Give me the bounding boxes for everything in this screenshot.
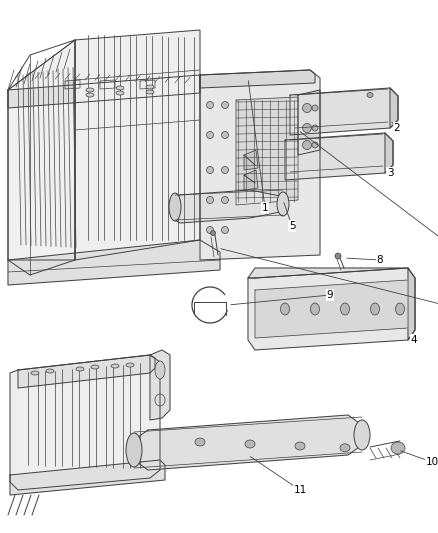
Text: 9: 9 (327, 290, 333, 300)
Text: 10: 10 (425, 457, 438, 467)
Ellipse shape (391, 442, 405, 454)
Ellipse shape (169, 193, 181, 221)
Polygon shape (200, 70, 320, 260)
Polygon shape (408, 268, 415, 340)
Ellipse shape (295, 442, 305, 450)
Ellipse shape (155, 361, 165, 379)
Ellipse shape (111, 364, 119, 368)
Ellipse shape (335, 253, 341, 259)
Ellipse shape (206, 197, 213, 204)
Ellipse shape (46, 369, 54, 373)
Polygon shape (285, 133, 393, 180)
Ellipse shape (354, 420, 370, 450)
Ellipse shape (76, 367, 84, 371)
Polygon shape (10, 460, 165, 495)
Ellipse shape (222, 197, 229, 204)
Text: 8: 8 (377, 255, 383, 265)
Text: 11: 11 (293, 485, 307, 495)
Ellipse shape (222, 101, 229, 109)
Ellipse shape (206, 132, 213, 139)
Polygon shape (175, 190, 285, 223)
Ellipse shape (211, 230, 215, 236)
Polygon shape (244, 170, 258, 190)
Polygon shape (8, 240, 220, 285)
Ellipse shape (277, 192, 289, 216)
Polygon shape (10, 355, 160, 490)
Polygon shape (298, 90, 320, 155)
Polygon shape (8, 75, 200, 108)
Ellipse shape (303, 141, 311, 149)
Ellipse shape (195, 438, 205, 446)
Polygon shape (75, 30, 200, 260)
Ellipse shape (367, 93, 373, 98)
Ellipse shape (146, 90, 154, 94)
Ellipse shape (303, 124, 311, 133)
Ellipse shape (340, 303, 350, 315)
Ellipse shape (86, 93, 94, 97)
Polygon shape (100, 80, 115, 89)
Ellipse shape (116, 86, 124, 90)
Ellipse shape (312, 105, 318, 111)
Ellipse shape (312, 125, 318, 131)
Ellipse shape (222, 132, 229, 139)
Ellipse shape (126, 363, 134, 367)
Ellipse shape (245, 440, 255, 448)
Polygon shape (134, 415, 362, 470)
Ellipse shape (312, 142, 318, 148)
Polygon shape (140, 80, 155, 89)
Ellipse shape (206, 227, 213, 233)
Ellipse shape (396, 303, 405, 315)
Text: 1: 1 (261, 203, 268, 213)
Polygon shape (236, 97, 298, 205)
Polygon shape (248, 268, 408, 278)
Ellipse shape (222, 227, 229, 233)
Polygon shape (290, 88, 398, 135)
Polygon shape (200, 70, 315, 88)
Ellipse shape (86, 88, 94, 92)
Polygon shape (65, 80, 80, 89)
Ellipse shape (146, 85, 154, 89)
Ellipse shape (340, 444, 350, 452)
Text: 3: 3 (387, 168, 393, 178)
Ellipse shape (303, 103, 311, 112)
Ellipse shape (91, 365, 99, 369)
Text: 5: 5 (289, 221, 295, 231)
Text: 4: 4 (411, 335, 417, 345)
Ellipse shape (206, 101, 213, 109)
Polygon shape (248, 268, 415, 350)
Polygon shape (255, 280, 408, 338)
Text: 2: 2 (394, 123, 400, 133)
Ellipse shape (371, 303, 379, 315)
Polygon shape (18, 355, 155, 388)
Ellipse shape (126, 433, 142, 467)
Ellipse shape (280, 303, 290, 315)
Polygon shape (385, 133, 393, 173)
Ellipse shape (222, 166, 229, 174)
Polygon shape (8, 40, 75, 260)
Ellipse shape (116, 91, 124, 95)
Ellipse shape (311, 303, 319, 315)
Ellipse shape (31, 371, 39, 375)
Polygon shape (390, 88, 398, 128)
Ellipse shape (206, 166, 213, 174)
Polygon shape (244, 150, 258, 170)
Polygon shape (150, 350, 170, 420)
